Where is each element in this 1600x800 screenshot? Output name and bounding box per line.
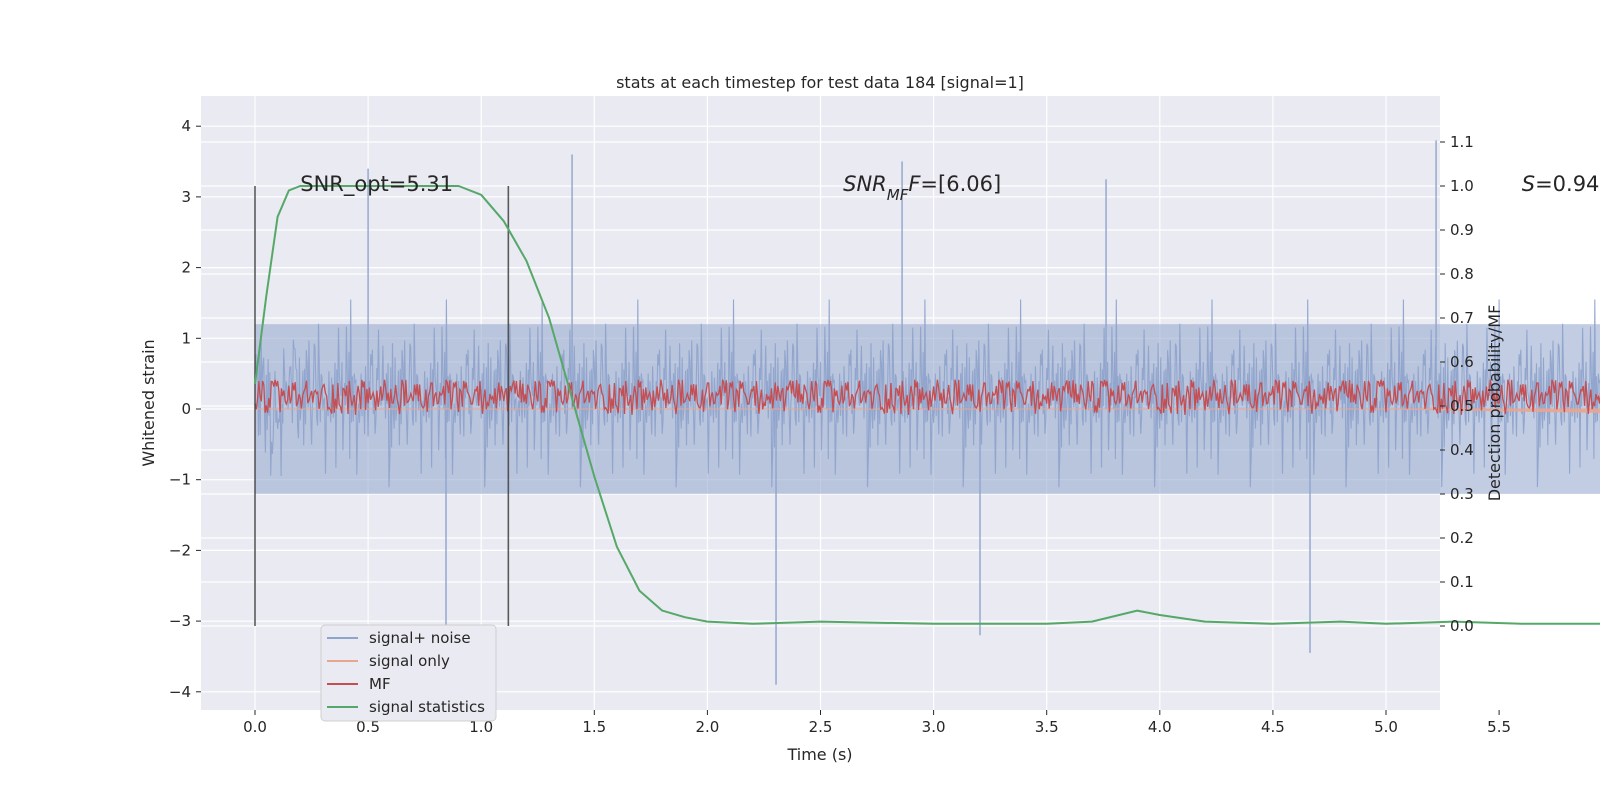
y-right-axis-label: Detection probability/MF [1485,305,1504,502]
mf-line [254,379,1600,415]
y-right-tick-label: 1.1 [1450,133,1474,151]
legend-label-signal-statistics: signal statistics [369,698,485,716]
tick-labels: 0.00.51.01.52.02.53.03.54.04.55.05.56.06… [169,117,1511,736]
y-right-tick-label: 0.4 [1450,441,1474,459]
legend-box [320,624,497,722]
y-right-tick-label: 0.9 [1450,221,1474,239]
y-right-tick-label: 0.3 [1450,485,1474,503]
y-right-tick-label: 0.1 [1450,573,1474,591]
y-tick-label: −4 [169,683,191,701]
y-tick-label: −1 [169,471,191,489]
annotation-part: SNR_opt=5.31 [300,172,453,197]
annotation-1: SNR_opt=5.31 [300,172,453,197]
annotation-part: =0.94 [1535,172,1599,196]
signal-only-envelope [255,408,1600,413]
annotation-part: S [1522,172,1535,196]
legend: signal+ noise signal only MF signal stat… [320,624,497,722]
x-axis-label: Time (s) [786,745,852,764]
vertical-lines [254,186,510,626]
x-tick-label: 2.5 [809,718,833,736]
x-tick-label: 0.0 [243,718,267,736]
series-signal-only [255,408,1600,413]
series-mf [254,379,1600,415]
y-axis-label: Whitened strain [139,339,158,466]
y-tick-label: 0 [181,400,191,418]
y-tick-label: 1 [181,329,191,347]
series-signal-statistics [254,185,1600,625]
chart-title: stats at each timestep for test data 184… [616,73,1024,92]
y-right-tick-label: 0.7 [1450,309,1474,327]
legend-label-signal-only: signal only [369,652,450,670]
annotation-part: SNR [843,172,887,196]
annotation-3: S=0.94 [1522,172,1600,196]
annotation-part: =[6.06] [920,172,1001,196]
x-tick-label: 3.5 [1035,718,1059,736]
annotation-part: F [908,172,921,196]
x-tick-label: 5.5 [1487,718,1511,736]
y-right-tick-label: 0.2 [1450,529,1474,547]
x-tick-label: 0.5 [356,718,380,736]
legend-label-mf: MF [369,675,391,693]
x-tick-label: 1.5 [582,718,606,736]
x-tick-label: 4.0 [1148,718,1172,736]
y-tick-label: −2 [169,541,191,559]
y-right-tick-label: 0.5 [1450,397,1474,415]
x-tick-label: 4.5 [1261,718,1285,736]
y-tick-label: 4 [181,117,191,135]
y-right-tick-label: 1.0 [1450,177,1474,195]
signal-statistics-line [254,185,1600,625]
x-tick-label: 2.0 [695,718,719,736]
annotation-part: MF [887,186,909,204]
y-right-tick-label: 0.0 [1450,617,1474,635]
y-tick-label: 2 [181,259,191,277]
legend-label-signal-noise: signal+ noise [369,629,471,647]
y-right-tick-label: 0.8 [1450,265,1474,283]
y-tick-label: −3 [169,612,191,630]
annotation-2: SNRMFF=[6.06] [843,172,1001,204]
x-tick-label: 1.0 [469,718,493,736]
y-right-tick-label: 0.6 [1450,353,1474,371]
y-tick-label: 3 [181,188,191,206]
x-tick-label: 5.0 [1374,718,1398,736]
x-tick-label: 3.0 [922,718,946,736]
